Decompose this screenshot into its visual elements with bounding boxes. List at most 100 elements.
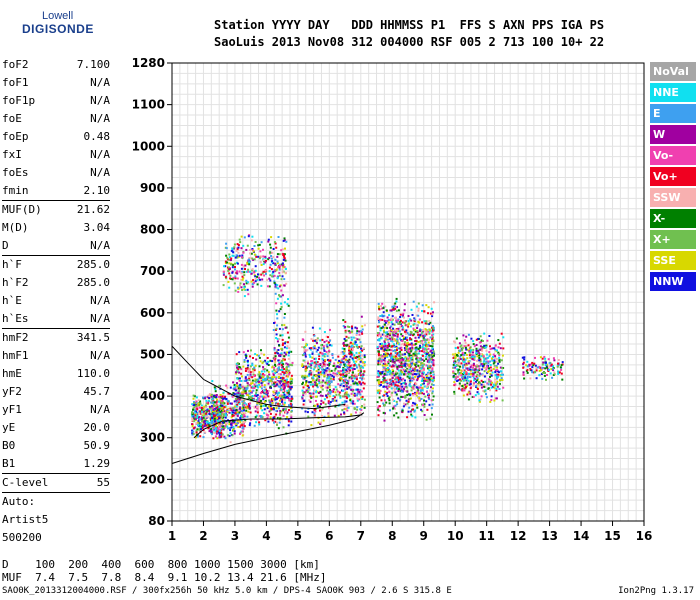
- echo-point: [495, 389, 498, 392]
- echo-point: [274, 396, 277, 399]
- echo-point: [382, 411, 385, 414]
- echo-point: [376, 325, 379, 328]
- echo-point: [344, 408, 347, 411]
- x-tick-label: 5: [294, 529, 302, 543]
- echo-point: [488, 370, 491, 372]
- echo-point: [490, 395, 493, 398]
- echo-point: [283, 398, 286, 401]
- echo-point: [425, 342, 428, 345]
- echo-point: [386, 327, 389, 330]
- echo-point: [276, 423, 278, 426]
- echo-point: [498, 382, 501, 385]
- echo-point: [396, 357, 399, 360]
- echo-point: [260, 273, 263, 276]
- echo-point: [263, 374, 266, 377]
- echo-point: [191, 403, 194, 406]
- echo-point: [376, 347, 379, 349]
- echo-point: [393, 414, 396, 417]
- echo-point: [245, 392, 248, 395]
- echo-point: [465, 367, 468, 370]
- echo-point: [546, 374, 548, 376]
- echo-point: [223, 397, 226, 400]
- echo-point: [472, 366, 475, 369]
- echo-point: [553, 359, 556, 362]
- echo-point: [218, 407, 221, 410]
- echo-point: [211, 405, 213, 408]
- echo-point: [485, 368, 488, 371]
- echo-point: [383, 379, 386, 382]
- echo-point: [268, 252, 271, 255]
- echo-point: [401, 371, 404, 374]
- echo-point: [419, 346, 422, 349]
- echo-point: [386, 333, 389, 336]
- echo-point: [270, 378, 273, 381]
- echo-point: [251, 248, 254, 250]
- echo-point: [206, 401, 209, 404]
- echo-point: [387, 318, 390, 321]
- echo-point: [343, 400, 346, 403]
- echo-point: [266, 413, 268, 416]
- echo-point: [248, 424, 251, 427]
- echo-point: [243, 389, 246, 391]
- echo-point: [218, 400, 221, 403]
- echo-point: [336, 365, 339, 368]
- echo-point: [342, 385, 345, 387]
- param-name: foF1p: [2, 94, 36, 107]
- echo-point: [312, 385, 315, 388]
- echo-point: [359, 389, 362, 391]
- echo-point: [409, 394, 412, 397]
- echo-point: [236, 377, 239, 380]
- echo-point: [323, 360, 326, 363]
- echo-point: [394, 391, 397, 394]
- echo-point: [396, 333, 399, 336]
- param-row: M(D) 3.04: [2, 219, 110, 237]
- x-tick-label: 14: [573, 529, 590, 543]
- echo-point: [278, 295, 281, 298]
- param-value: 285.0: [76, 276, 110, 289]
- echo-point: [331, 374, 334, 377]
- echo-point: [400, 365, 403, 368]
- echo-point: [413, 367, 416, 370]
- echo-point: [280, 384, 283, 387]
- echo-point: [343, 350, 346, 353]
- echo-point: [418, 357, 421, 360]
- echo-point: [255, 421, 258, 424]
- echo-point: [501, 379, 504, 381]
- echo-point: [229, 427, 231, 429]
- echo-point: [212, 409, 215, 411]
- echo-point: [403, 322, 406, 324]
- echo-point: [233, 386, 236, 389]
- echo-point: [396, 368, 399, 371]
- echo-point: [278, 365, 281, 368]
- echo-point: [395, 376, 398, 379]
- profile-curve: [171, 412, 365, 464]
- echo-point: [342, 319, 345, 322]
- echo-point: [302, 391, 305, 394]
- echo-point: [476, 355, 479, 358]
- echo-point: [469, 375, 472, 378]
- echo-point: [490, 369, 493, 372]
- echo-point: [328, 385, 331, 387]
- echo-point: [487, 362, 490, 365]
- echo-point: [472, 364, 475, 367]
- echo-point: [377, 316, 380, 319]
- echo-point: [363, 398, 366, 401]
- echo-point: [318, 365, 320, 368]
- echo-point: [421, 372, 424, 375]
- echo-point: [461, 347, 464, 350]
- echo-point: [242, 277, 245, 280]
- echo-point: [346, 370, 349, 373]
- echo-point: [342, 352, 345, 355]
- echo-point: [427, 343, 430, 346]
- echo-point: [276, 313, 278, 316]
- echo-point: [412, 372, 415, 374]
- echo-point: [353, 360, 355, 363]
- echo-point: [203, 405, 206, 408]
- echo-point: [202, 409, 205, 411]
- echo-point: [303, 346, 305, 349]
- echo-point: [381, 355, 384, 357]
- echo-point: [361, 357, 364, 360]
- echo-point: [315, 389, 318, 392]
- echo-point: [345, 375, 348, 378]
- echo-point: [310, 424, 313, 427]
